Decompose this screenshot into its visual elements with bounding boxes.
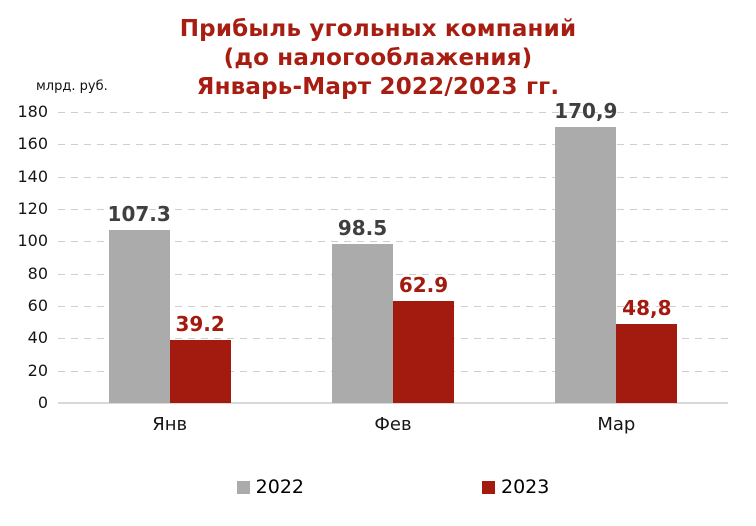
chart-title-line-3: Январь-Март 2022/2023 гг. (196, 74, 560, 100)
x-axis-line (58, 402, 728, 404)
x-category-label-Янв: Янв (152, 414, 188, 435)
bar-value-label-2023-Фев: 62.9 (398, 273, 449, 298)
y-tick-label-120: 120 (17, 199, 48, 218)
y-tick-label-40: 40 (27, 328, 48, 348)
gridline-140 (58, 176, 728, 178)
y-tick-label-0: 0 (37, 393, 48, 412)
bar-2023-Фев (393, 301, 454, 403)
legend-swatch-2022 (236, 480, 250, 494)
legend-item-2023: 2023 (482, 476, 549, 498)
y-tick-label-160: 160 (17, 134, 48, 154)
legend: 2022 2023 (58, 476, 728, 498)
plot-area: 107.3 39.2 98.5 62.9 170,9 48,8 (58, 99, 728, 404)
bar-2022-Фев (332, 243, 393, 403)
x-axis: Янв Фев Мар (58, 414, 728, 440)
bar-value-label-2022-Фев: 98.5 (337, 215, 388, 240)
gridline-180 (58, 112, 728, 113)
bar-2022-Мар (555, 126, 617, 403)
bar-value-label-2023-Янв: 39.2 (175, 311, 225, 336)
bar-2023-Янв (169, 339, 231, 403)
chart-title: Прибыль угольных компаний (до налогообла… (0, 15, 756, 102)
chart-title-line-2: (до налогооблажения) (223, 45, 533, 71)
bar-2022-Янв (108, 229, 170, 403)
y-tick-label-140: 140 (17, 166, 48, 186)
y-axis: 0 20 40 60 80 100 120 140 160 180 (0, 102, 48, 412)
gridline-80 (58, 273, 728, 275)
x-category-label-Мар: Мар (597, 414, 636, 435)
gridline-120 (58, 209, 728, 210)
y-tick-label-20: 20 (27, 360, 48, 380)
legend-swatch-2023 (482, 480, 495, 494)
gridline-100 (58, 241, 728, 243)
y-tick-label-180: 180 (17, 102, 48, 121)
bar-value-label-2023-Мар: 48,8 (622, 296, 672, 321)
legend-label-2022: 2022 (255, 476, 304, 498)
bar-value-label-2022-Мар: 170,9 (554, 98, 618, 123)
chart-title-line-1: Прибыль угольных компаний (179, 16, 577, 42)
x-category-label-Фев: Фев (374, 414, 412, 435)
y-axis-unit-label: млрд. руб. (36, 79, 108, 94)
legend-item-2022: 2022 (236, 476, 304, 498)
y-tick-label-80: 80 (27, 263, 48, 283)
legend-label-2023: 2023 (501, 476, 550, 498)
bar-2023-Мар (616, 324, 678, 403)
gridline-160 (58, 144, 728, 146)
y-tick-label-60: 60 (27, 296, 48, 315)
y-tick-label-100: 100 (17, 231, 48, 251)
bar-value-label-2022-Янв: 107.3 (107, 201, 171, 226)
